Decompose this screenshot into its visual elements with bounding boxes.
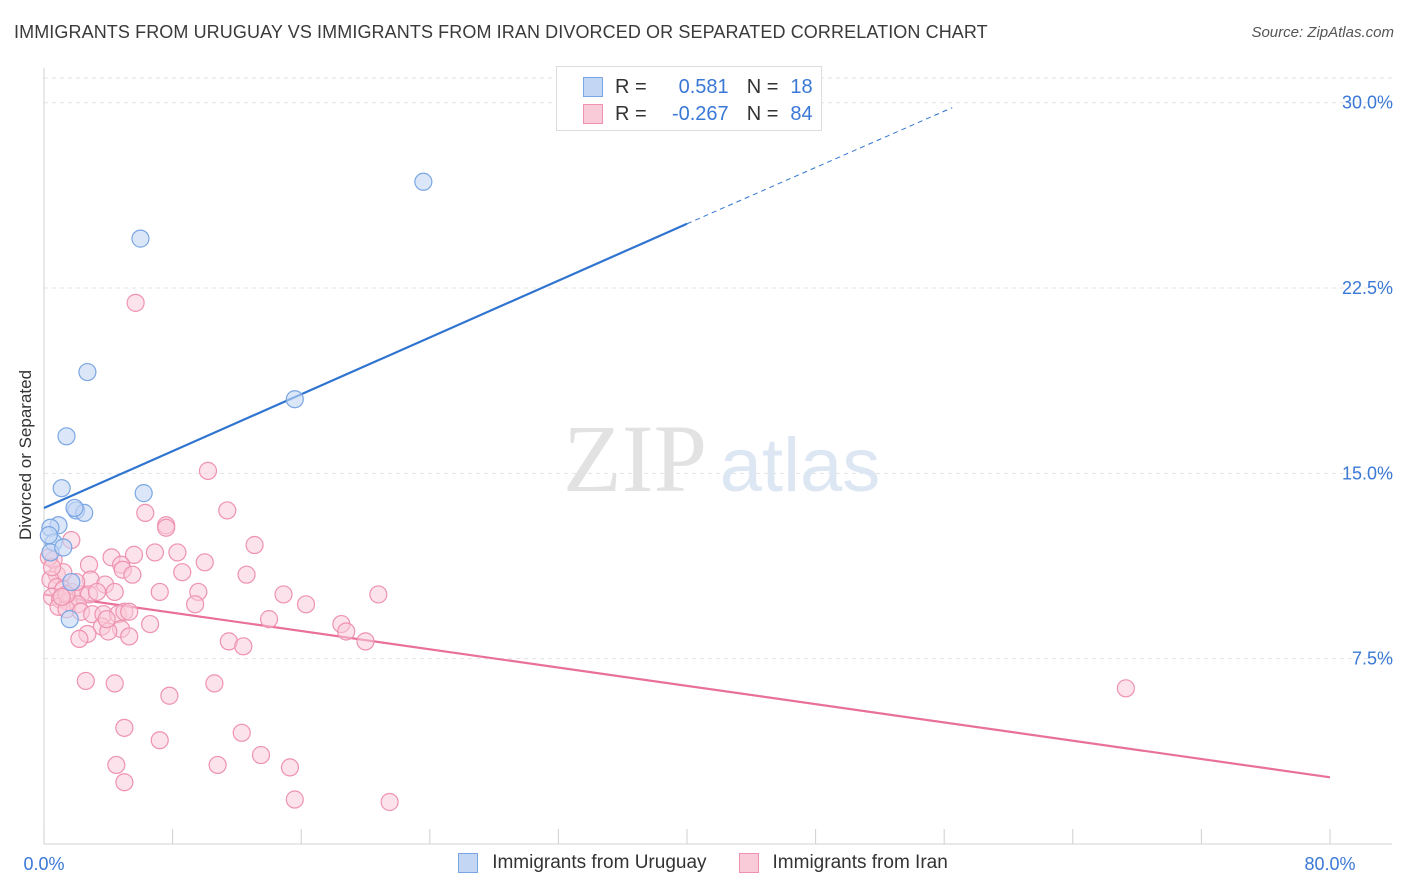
legend-row-uruguay: R = 0.581 N = 18: [583, 75, 813, 99]
data-point-iran: [237, 565, 256, 584]
legend-r-value: -0.267: [671, 102, 729, 125]
data-point-uruguay: [78, 362, 97, 382]
legend-item-uruguay: Immigrants from Uruguay: [458, 852, 707, 874]
data-point-iran: [285, 790, 304, 809]
data-point-iran: [186, 595, 205, 614]
data-point-uruguay: [62, 572, 81, 592]
data-point-uruguay: [65, 498, 84, 518]
legend-item-iran: Immigrants from Iran: [738, 852, 948, 874]
data-point-iran: [136, 503, 155, 522]
y-tick-label: 22.5%: [1342, 278, 1393, 298]
x-tick-label: 0.0%: [23, 854, 64, 874]
data-point-iran: [195, 553, 214, 572]
data-point-uruguay: [285, 390, 304, 409]
legend-swatch-iran: [738, 853, 759, 873]
trend-line-uruguay: [43, 222, 688, 509]
data-point-iran: [356, 632, 375, 651]
data-points: [39, 172, 1135, 812]
data-point-iran: [115, 773, 134, 792]
data-point-iran: [280, 758, 300, 777]
data-point-iran: [274, 585, 293, 604]
legend-swatch-iran: [583, 104, 603, 124]
data-point-iran: [296, 595, 316, 614]
data-point-iran: [123, 565, 142, 584]
legend-n-label: N =: [746, 75, 779, 98]
trend-line-iran: [43, 593, 1331, 779]
trend-line-uruguay-extension: [686, 107, 953, 225]
data-point-uruguay: [57, 427, 76, 446]
data-point-iran: [120, 602, 139, 621]
data-point-iran: [198, 461, 218, 480]
data-point-iran: [168, 543, 187, 562]
data-point-uruguay: [39, 526, 58, 545]
chart-title: IMMIGRANTS FROM URUGUAY VS IMMIGRANTS FR…: [14, 22, 988, 42]
data-point-iran: [234, 637, 253, 656]
data-point-iran: [126, 293, 145, 312]
data-point-iran: [157, 518, 176, 537]
data-point-iran: [97, 610, 116, 629]
watermark-zip: ZIP: [563, 405, 707, 512]
data-point-iran: [87, 582, 107, 602]
legend-n-value: 18: [790, 75, 813, 98]
legend-n-value: 84: [790, 102, 813, 125]
legend-r-label: R =: [615, 75, 647, 98]
data-point-iran: [150, 731, 169, 750]
data-point-uruguay: [414, 172, 433, 191]
data-point-iran: [52, 587, 71, 607]
correlation-legend: R = 0.581 N = 18 R = -0.267 N = 84: [556, 66, 822, 131]
data-point-iran: [140, 614, 160, 634]
chart-source: Source: ZipAtlas.com: [1251, 24, 1394, 41]
data-point-uruguay: [54, 538, 73, 557]
legend-r-value: 0.581: [678, 75, 729, 98]
data-point-iran: [105, 674, 124, 693]
data-point-iran: [160, 686, 179, 705]
legend-n-label: N =: [746, 102, 779, 125]
x-tick-label: 80.0%: [1304, 854, 1355, 874]
data-point-iran: [120, 627, 139, 646]
legend-label-iran: Immigrants from Iran: [772, 852, 948, 873]
series-legend: Immigrants from Uruguay Immigrants from …: [0, 852, 1406, 874]
legend-swatch-uruguay: [458, 853, 479, 873]
data-point-iran: [205, 674, 224, 693]
axes: [43, 68, 1392, 845]
watermark: ZIP atlas: [563, 405, 880, 512]
data-point-iran: [1116, 679, 1135, 698]
data-point-uruguay: [134, 484, 153, 503]
data-point-iran: [124, 545, 144, 564]
y-tick-label: 7.5%: [1352, 649, 1393, 669]
legend-label-uruguay: Immigrants from Uruguay: [492, 852, 707, 873]
trend-lines: [43, 107, 1331, 779]
data-point-iran: [173, 563, 192, 582]
data-point-iran: [251, 745, 271, 765]
data-point-iran: [369, 585, 388, 604]
legend-swatch-uruguay: [583, 77, 603, 97]
data-point-iran: [76, 671, 95, 691]
data-point-uruguay: [52, 479, 71, 498]
data-point-iran: [150, 582, 169, 602]
data-point-iran: [337, 622, 356, 641]
data-point-iran: [232, 723, 251, 742]
data-point-iran: [218, 501, 237, 520]
tick-labels: 7.5% 15.0% 22.5% 30.0% 0.0% 80.0%: [23, 93, 1393, 874]
legend-row-iran: R = -0.267 N = 84: [583, 102, 813, 126]
data-point-uruguay: [60, 610, 79, 629]
data-point-iran: [208, 755, 227, 775]
y-tick-label: 30.0%: [1342, 93, 1393, 113]
data-point-iran: [115, 718, 134, 737]
data-point-iran: [259, 610, 279, 629]
data-point-iran: [380, 792, 399, 812]
watermark-atlas: atlas: [720, 423, 881, 508]
data-point-uruguay: [131, 229, 150, 248]
data-point-iran: [245, 535, 264, 555]
y-axis-label: Divorced or Separated: [16, 369, 35, 541]
data-point-iran: [105, 582, 124, 602]
data-point-iran: [145, 543, 165, 562]
legend-r-label: R =: [615, 102, 647, 125]
data-point-iran: [70, 629, 89, 649]
y-tick-label: 15.0%: [1342, 463, 1393, 483]
data-point-iran: [107, 755, 126, 775]
